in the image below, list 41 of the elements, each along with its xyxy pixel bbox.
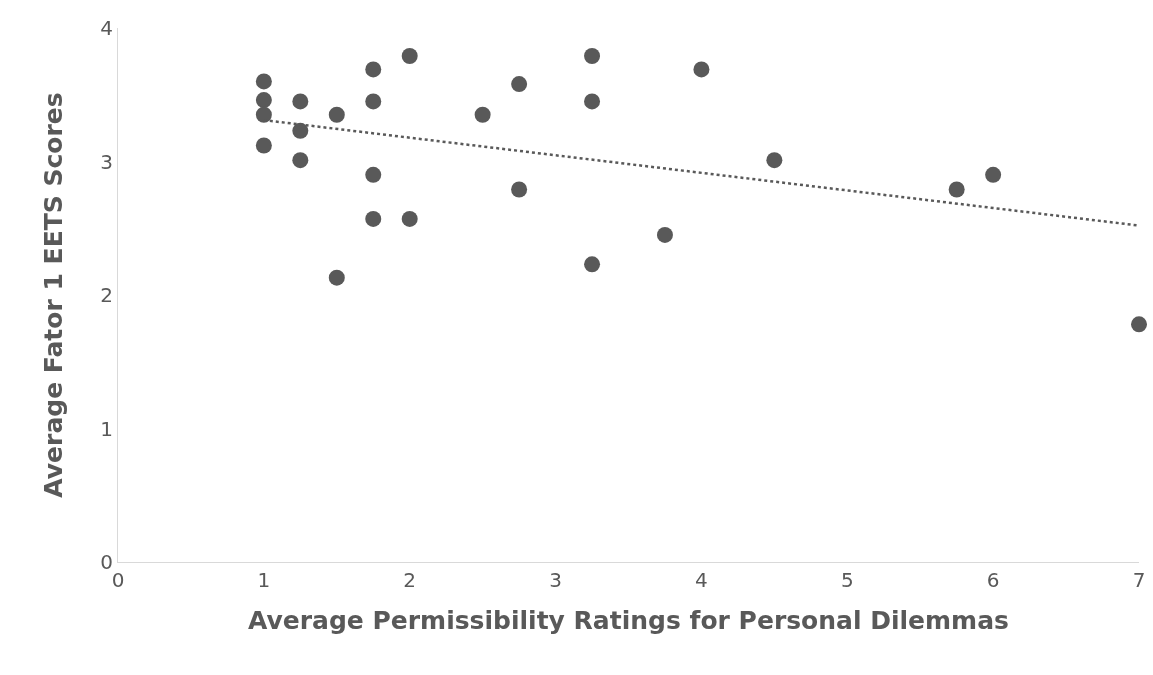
y-axis-title: Average Fator 1 EETS Scores — [39, 92, 69, 498]
point — [328, 269, 345, 286]
point — [401, 48, 418, 65]
x-tick-label: 3 — [549, 568, 562, 592]
point — [255, 106, 272, 123]
point — [365, 61, 382, 78]
point — [365, 93, 382, 110]
point — [365, 166, 382, 183]
point — [766, 152, 783, 169]
point — [328, 106, 345, 123]
point — [511, 181, 528, 198]
x-tick-label: 6 — [986, 568, 1000, 592]
point — [985, 166, 1002, 183]
x-axis-title: Average Permissibility Ratings for Personal Dilemmas — [248, 606, 1009, 635]
point — [292, 122, 309, 139]
x-tick-label: 5 — [840, 568, 854, 592]
point — [693, 61, 710, 78]
y-tick-label: 3 — [100, 149, 113, 174]
y-tick-label: 2 — [100, 283, 113, 307]
x-tick-label: 1 — [257, 568, 271, 592]
point — [584, 93, 601, 110]
point — [1131, 316, 1147, 333]
point — [584, 48, 601, 65]
point — [365, 210, 382, 227]
y-tick-label: 0 — [100, 550, 113, 574]
point — [255, 73, 272, 90]
point — [292, 152, 309, 169]
x-tick-label: 2 — [403, 568, 417, 592]
y-tick-label: 1 — [100, 416, 113, 441]
point — [255, 137, 272, 154]
x-tick-label: 7 — [1132, 568, 1146, 592]
point — [255, 92, 272, 109]
x-tick-label: 4 — [695, 568, 708, 592]
point — [401, 210, 418, 227]
point — [511, 76, 528, 93]
point — [948, 181, 965, 198]
y-tick-label: 4 — [100, 16, 113, 40]
point — [656, 226, 673, 243]
point — [584, 256, 601, 273]
point — [474, 106, 491, 123]
point — [292, 93, 309, 110]
